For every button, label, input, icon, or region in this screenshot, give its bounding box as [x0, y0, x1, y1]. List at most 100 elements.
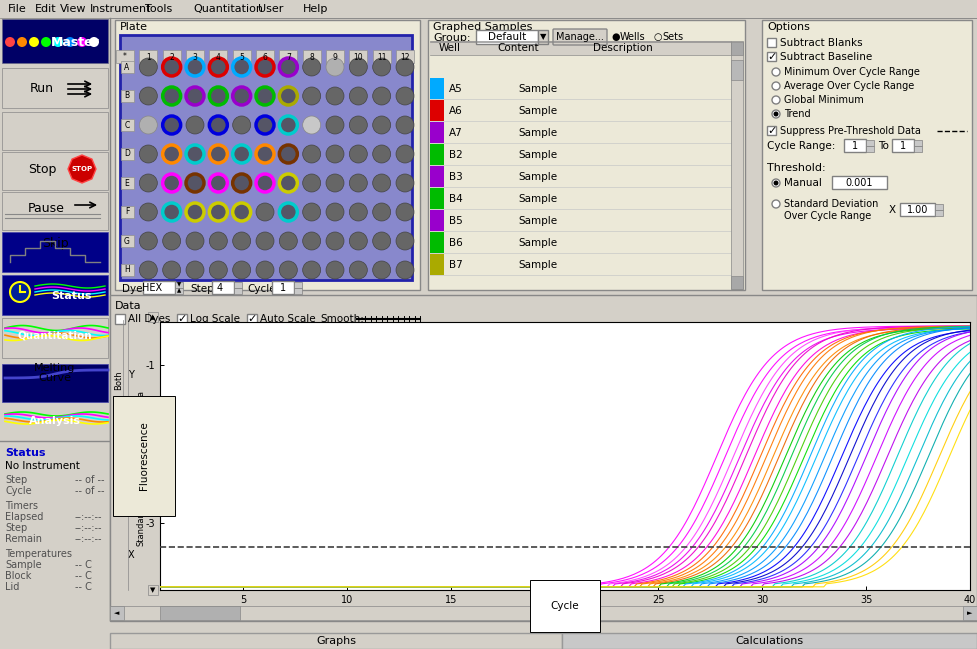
Text: ▼: ▼ [150, 587, 155, 593]
Text: 10: 10 [354, 53, 363, 62]
Circle shape [396, 116, 414, 134]
Circle shape [233, 87, 251, 105]
Circle shape [372, 203, 391, 221]
Bar [148, 312, 158, 322]
Text: Sample: Sample [518, 260, 557, 270]
Circle shape [372, 232, 391, 250]
Circle shape [396, 87, 414, 105]
Text: H: H [124, 265, 130, 275]
Circle shape [186, 116, 204, 134]
Bar [731, 42, 743, 55]
Circle shape [303, 145, 320, 163]
Bar [121, 206, 134, 218]
Text: 9: 9 [332, 53, 337, 62]
Bar [121, 90, 134, 102]
Circle shape [256, 116, 274, 134]
Text: Threshold:: Threshold: [767, 163, 826, 173]
Text: Temperatures: Temperatures [5, 549, 72, 559]
Text: Auto Scale: Auto Scale [260, 314, 316, 324]
Text: Average Over Cycle Range: Average Over Cycle Range [784, 81, 914, 91]
Circle shape [772, 200, 780, 208]
Circle shape [350, 261, 367, 279]
Circle shape [372, 58, 391, 76]
Text: Sample: Sample [518, 172, 557, 182]
FancyBboxPatch shape [553, 29, 607, 45]
Text: Cycle Range:: Cycle Range: [767, 141, 835, 151]
Circle shape [774, 112, 779, 117]
Text: -- C: -- C [75, 582, 92, 592]
Circle shape [162, 145, 181, 163]
Bar [247, 314, 257, 324]
Circle shape [209, 58, 228, 76]
Text: Plate: Plate [120, 22, 148, 32]
Bar [900, 203, 935, 216]
FancyBboxPatch shape [115, 20, 420, 290]
Bar [160, 606, 240, 620]
Circle shape [372, 87, 391, 105]
Bar [110, 606, 124, 620]
Circle shape [396, 203, 414, 221]
Circle shape [186, 145, 204, 163]
Text: To: To [878, 141, 889, 151]
Bar [731, 41, 743, 289]
Bar [731, 60, 743, 80]
Circle shape [326, 203, 344, 221]
Circle shape [326, 174, 344, 192]
Text: B5: B5 [449, 216, 463, 226]
Bar [935, 210, 943, 216]
Text: Manage...: Manage... [556, 32, 604, 42]
Bar [175, 282, 183, 288]
Circle shape [350, 116, 367, 134]
Bar [767, 126, 776, 135]
Text: C: C [124, 121, 130, 130]
Bar [476, 30, 538, 44]
Bar [963, 606, 977, 620]
Bar [279, 50, 297, 63]
Circle shape [303, 203, 320, 221]
Bar [256, 50, 274, 63]
FancyBboxPatch shape [428, 20, 745, 290]
Circle shape [162, 203, 181, 221]
Bar [767, 38, 776, 47]
Circle shape [233, 203, 251, 221]
Circle shape [162, 174, 181, 192]
Text: Group:: Group: [433, 33, 471, 43]
Bar [115, 314, 125, 324]
Bar [866, 146, 874, 152]
Circle shape [140, 261, 157, 279]
Bar [294, 282, 302, 288]
Bar [372, 50, 391, 63]
Circle shape [233, 261, 251, 279]
Text: E: E [125, 178, 129, 188]
FancyBboxPatch shape [762, 20, 972, 290]
Bar [430, 254, 444, 275]
Circle shape [772, 82, 780, 90]
Circle shape [279, 174, 297, 192]
Circle shape [256, 261, 274, 279]
Text: B4: B4 [449, 194, 463, 204]
Circle shape [350, 87, 367, 105]
Text: 2: 2 [169, 53, 174, 62]
Text: Options: Options [767, 22, 810, 32]
Circle shape [209, 87, 228, 105]
Circle shape [209, 116, 228, 134]
Bar [234, 288, 242, 294]
Bar [0, 402, 110, 620]
Circle shape [256, 87, 274, 105]
Bar [731, 276, 743, 289]
Text: No Instrument: No Instrument [5, 461, 80, 471]
Bar [430, 188, 444, 209]
Circle shape [77, 37, 87, 47]
Circle shape [350, 232, 367, 250]
Text: Minimum Over Cycle Range: Minimum Over Cycle Range [784, 67, 920, 77]
Text: -- C: -- C [75, 560, 92, 570]
Text: A6: A6 [449, 106, 463, 116]
Text: D: D [124, 149, 130, 158]
Bar [2, 152, 108, 190]
Bar [234, 282, 242, 288]
Bar [2, 68, 108, 108]
Circle shape [279, 116, 297, 134]
FancyBboxPatch shape [110, 295, 977, 621]
Text: Well: Well [439, 43, 461, 53]
Circle shape [326, 58, 344, 76]
